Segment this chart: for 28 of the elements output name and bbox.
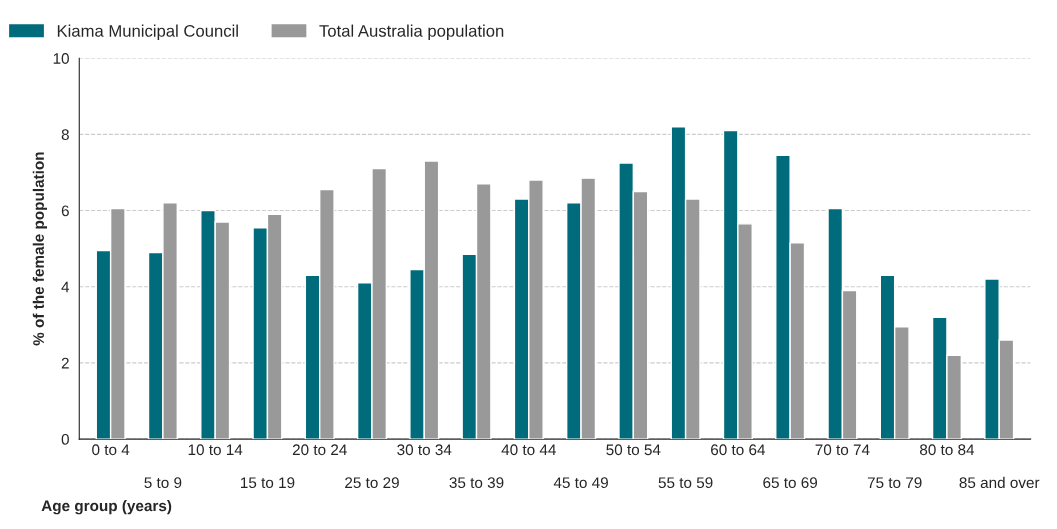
x-tick-label: 85 and over bbox=[959, 476, 1040, 489]
x-tick-label: 35 to 39 bbox=[449, 477, 504, 489]
y-tick-label: 2 bbox=[61, 357, 69, 369]
y-tick-label: 0 bbox=[61, 433, 69, 445]
x-tick-label: 20 to 24 bbox=[292, 444, 347, 456]
legend-label: Kiama Municipal Council bbox=[57, 24, 238, 41]
x-tick-label: 80 to 84 bbox=[920, 444, 975, 456]
x-tick-label: 70 to 74 bbox=[815, 444, 870, 456]
y-tick-label: 4 bbox=[61, 281, 70, 293]
x-axis-title: Age group (years) bbox=[41, 500, 172, 515]
x-tick-label: 30 to 34 bbox=[397, 444, 452, 456]
y-axis-title: % of the female population bbox=[32, 152, 48, 346]
x-tick-label: 0 to 4 bbox=[92, 444, 130, 456]
x-tick-label: 5 to 9 bbox=[144, 477, 182, 489]
x-tick-label: 60 to 64 bbox=[711, 444, 766, 456]
x-tick-label: 25 to 29 bbox=[345, 477, 399, 489]
x-tick-label: 40 to 44 bbox=[501, 444, 556, 456]
x-tick-label: 75 to 79 bbox=[867, 477, 922, 489]
x-tick-label: 50 to 54 bbox=[606, 444, 661, 456]
y-tick-label: 8 bbox=[61, 129, 69, 141]
y-tick-label: 10 bbox=[53, 53, 69, 64]
x-tick-label: 65 to 69 bbox=[763, 477, 818, 489]
x-tick-label: 55 to 59 bbox=[658, 477, 713, 489]
y-tick-label: 6 bbox=[61, 205, 69, 217]
x-tick-label: 15 to 19 bbox=[241, 477, 295, 489]
legend-label: Total Australia population bbox=[319, 24, 504, 41]
x-tick-label: 45 to 49 bbox=[553, 477, 608, 489]
x-tick-label: 10 to 14 bbox=[188, 444, 243, 456]
